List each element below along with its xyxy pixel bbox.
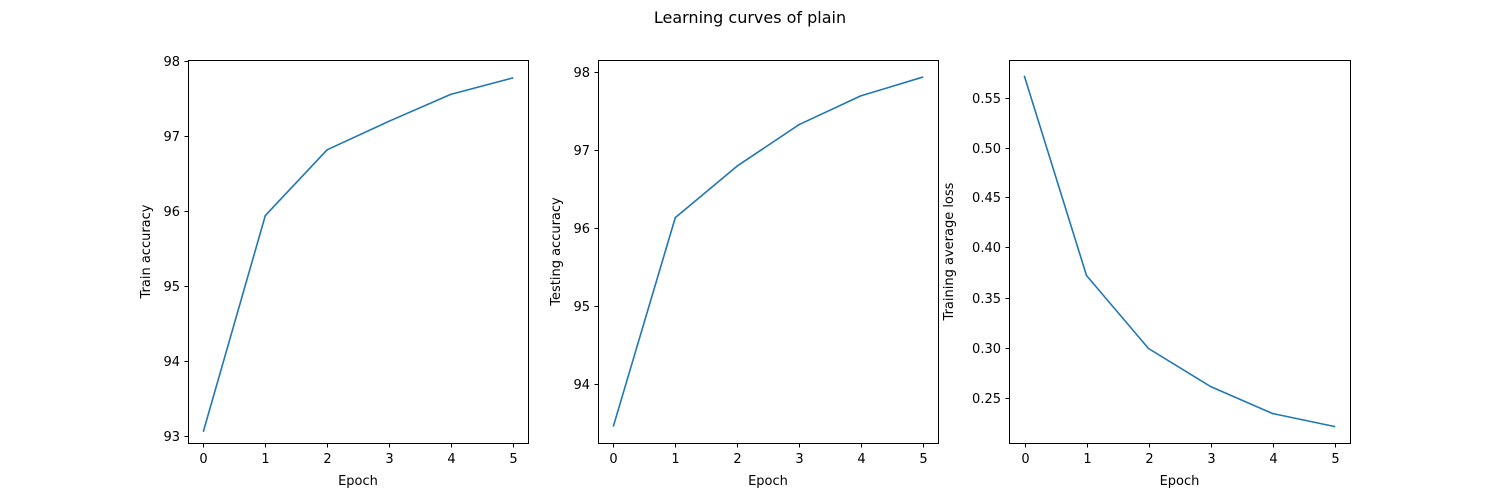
x-axis-label: Epoch: [338, 474, 378, 489]
x-tick-label: 0: [609, 452, 617, 467]
y-tick-label: 98: [573, 66, 590, 81]
axes-frame: [598, 60, 939, 444]
data-point: [859, 95, 862, 97]
x-tick-label: 3: [385, 452, 393, 467]
y-tick-label: 96: [163, 205, 180, 220]
y-tick-label: 95: [573, 300, 590, 315]
subplot-2: 0 1 2 3 4 5 94 95 96 97 98 Epoch Testing accuracy: [549, 60, 939, 489]
data-point: [736, 165, 738, 167]
x-tick-label: 3: [1207, 452, 1215, 467]
x-tick-label: 1: [671, 452, 679, 467]
subplot-1: 0 1 2 3 4 5 93 94 95 96 97 98 Epoch Train accuracy: [139, 55, 529, 489]
series-line: [1023, 75, 1336, 428]
data-point: [612, 425, 615, 427]
x-tick-label: 2: [323, 452, 331, 467]
x-tick-label: 1: [1083, 452, 1091, 467]
data-point: [202, 430, 205, 432]
x-tick-label: 4: [857, 452, 865, 467]
y-tick-label: 95: [163, 280, 180, 295]
x-tick-label: 0: [199, 452, 207, 467]
y-tick-label: 0.55: [972, 92, 1001, 107]
y-tick-label: 0.45: [972, 191, 1001, 206]
x-tick-label: 5: [919, 452, 927, 467]
x-tick-label: 1: [261, 452, 269, 467]
data-point: [921, 76, 924, 78]
y-axis-label: Testing accuracy: [549, 197, 564, 307]
data-point: [326, 149, 328, 151]
y-tick-label: 0.40: [972, 241, 1001, 256]
x-axis-label: Epoch: [748, 474, 788, 489]
x-tick-label: 5: [1331, 452, 1339, 467]
y-tick-label: 0.50: [972, 142, 1001, 157]
y-tick-label: 96: [573, 222, 590, 237]
y-tick-label: 93: [163, 430, 180, 445]
x-axis-label: Epoch: [1160, 474, 1200, 489]
series-line: [202, 77, 514, 432]
axes-frame: [1009, 60, 1351, 444]
data-point: [388, 120, 390, 123]
series-line: [612, 76, 924, 427]
data-point: [1271, 412, 1274, 415]
y-tick-label: 97: [163, 130, 180, 145]
data-point: [1085, 274, 1088, 277]
y-tick-label: 98: [163, 55, 180, 70]
data-point: [264, 214, 267, 217]
y-axis-label: Train accuracy: [139, 204, 154, 299]
x-tick-label: 4: [447, 452, 455, 467]
y-tick-label: 97: [573, 144, 590, 159]
x-tick-label: 5: [509, 452, 517, 467]
y-tick-label: 0.30: [972, 342, 1001, 357]
data-point: [798, 123, 800, 126]
y-tick-label: 94: [573, 378, 590, 393]
x-tick-label: 3: [795, 452, 803, 467]
data-point: [511, 77, 514, 79]
x-tick-label: 4: [1269, 452, 1277, 467]
data-point: [1147, 347, 1150, 350]
x-tick-label: 2: [733, 452, 741, 467]
data-point: [1333, 425, 1336, 428]
y-tick-label: 94: [163, 355, 180, 370]
data-point: [1023, 75, 1026, 78]
y-axis-label: Training average loss: [942, 182, 957, 321]
x-tick-label: 2: [1145, 452, 1153, 467]
y-tick-label: 0.25: [972, 392, 1001, 407]
axes-frame: [188, 60, 529, 444]
figure-title: Learning curves of plain: [654, 8, 846, 27]
data-point: [674, 216, 677, 219]
y-tick-label: 0.35: [972, 292, 1001, 307]
data-point: [449, 93, 452, 96]
x-tick-label: 0: [1021, 452, 1029, 467]
data-point: [1209, 385, 1212, 388]
subplot-3: 0 1 2 3 4 5 0.25 0.30 0.35 0.40 0.45 0.50 0.55 Epoch T…: [942, 60, 1351, 489]
